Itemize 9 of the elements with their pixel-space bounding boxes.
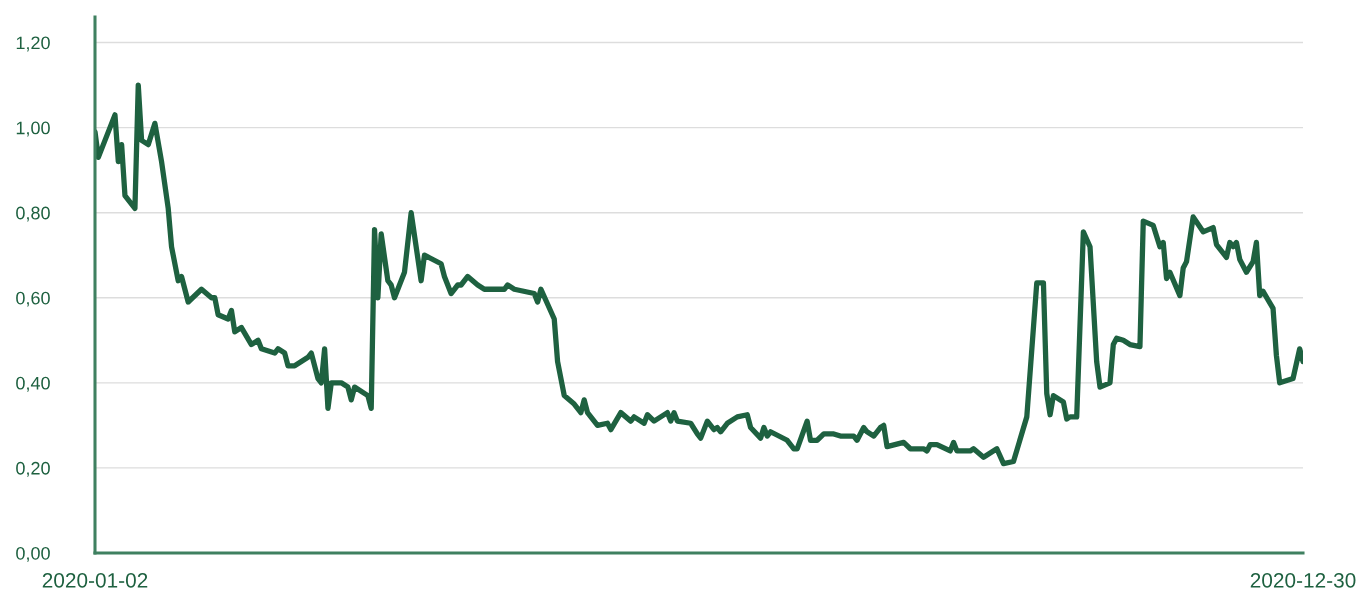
y-tick-label: 0,40 bbox=[16, 376, 50, 392]
y-tick-label: 0,80 bbox=[16, 206, 50, 222]
x-tick-label: 2020-01-02 bbox=[42, 572, 148, 588]
y-tick-label: 1,20 bbox=[16, 36, 50, 52]
y-tick-label: 0,20 bbox=[16, 461, 50, 477]
y-tick-label: 0,60 bbox=[16, 291, 50, 307]
y-tick-label: 1,00 bbox=[16, 121, 50, 137]
y-tick-label: 0,00 bbox=[16, 546, 50, 562]
x-tick-label: 2020-12-30 bbox=[1250, 572, 1356, 588]
